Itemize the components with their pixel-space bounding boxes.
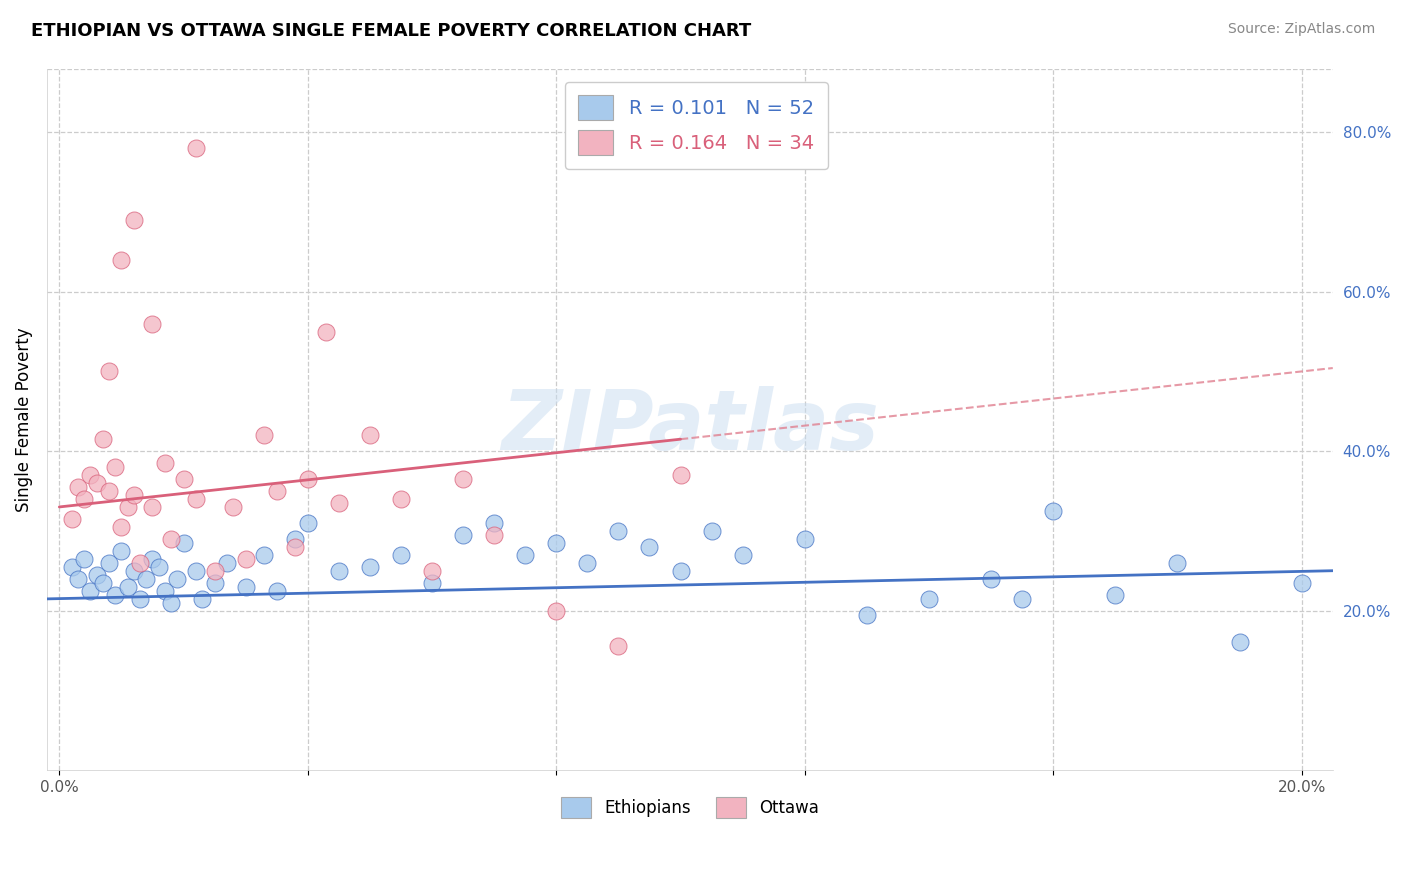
Point bbox=[73, 491, 96, 506]
Point bbox=[160, 596, 183, 610]
Point bbox=[122, 564, 145, 578]
Point bbox=[235, 551, 257, 566]
Point bbox=[135, 572, 157, 586]
Y-axis label: Single Female Poverty: Single Female Poverty bbox=[15, 327, 32, 512]
Point bbox=[91, 432, 114, 446]
Point bbox=[980, 572, 1002, 586]
Point bbox=[104, 460, 127, 475]
Point bbox=[482, 528, 505, 542]
Point bbox=[546, 536, 568, 550]
Point bbox=[297, 472, 319, 486]
Point bbox=[110, 252, 132, 267]
Point bbox=[253, 548, 276, 562]
Point bbox=[638, 540, 661, 554]
Text: ETHIOPIAN VS OTTAWA SINGLE FEMALE POVERTY CORRELATION CHART: ETHIOPIAN VS OTTAWA SINGLE FEMALE POVERT… bbox=[31, 22, 751, 40]
Point bbox=[141, 551, 163, 566]
Point bbox=[148, 559, 170, 574]
Point bbox=[173, 536, 195, 550]
Point bbox=[700, 524, 723, 538]
Point bbox=[98, 556, 121, 570]
Point bbox=[669, 564, 692, 578]
Text: ZIPatlas: ZIPatlas bbox=[501, 385, 879, 467]
Point bbox=[60, 512, 83, 526]
Point bbox=[451, 528, 474, 542]
Point bbox=[576, 556, 599, 570]
Point bbox=[98, 364, 121, 378]
Point bbox=[184, 491, 207, 506]
Point bbox=[284, 532, 307, 546]
Text: Source: ZipAtlas.com: Source: ZipAtlas.com bbox=[1227, 22, 1375, 37]
Point bbox=[117, 500, 139, 514]
Point bbox=[1229, 635, 1251, 649]
Point bbox=[110, 520, 132, 534]
Point bbox=[1104, 588, 1126, 602]
Point bbox=[1291, 575, 1313, 590]
Point bbox=[253, 428, 276, 442]
Point bbox=[129, 556, 152, 570]
Point bbox=[86, 567, 108, 582]
Point bbox=[389, 548, 412, 562]
Point bbox=[141, 500, 163, 514]
Point bbox=[731, 548, 754, 562]
Point bbox=[235, 580, 257, 594]
Point bbox=[215, 556, 238, 570]
Point bbox=[546, 603, 568, 617]
Point bbox=[856, 607, 879, 622]
Point bbox=[1011, 591, 1033, 606]
Point bbox=[328, 564, 350, 578]
Point bbox=[1042, 504, 1064, 518]
Point bbox=[98, 483, 121, 498]
Point bbox=[359, 428, 381, 442]
Point bbox=[607, 640, 630, 654]
Point bbox=[66, 572, 89, 586]
Point bbox=[184, 564, 207, 578]
Point bbox=[793, 532, 815, 546]
Point bbox=[222, 500, 245, 514]
Point bbox=[669, 468, 692, 483]
Point bbox=[79, 583, 101, 598]
Point bbox=[129, 591, 152, 606]
Point bbox=[122, 488, 145, 502]
Point bbox=[73, 551, 96, 566]
Point bbox=[104, 588, 127, 602]
Point bbox=[141, 317, 163, 331]
Point bbox=[60, 559, 83, 574]
Point bbox=[79, 468, 101, 483]
Point bbox=[315, 325, 337, 339]
Point bbox=[166, 572, 188, 586]
Point bbox=[117, 580, 139, 594]
Point bbox=[389, 491, 412, 506]
Point bbox=[191, 591, 214, 606]
Point bbox=[66, 480, 89, 494]
Point bbox=[266, 483, 288, 498]
Point bbox=[160, 532, 183, 546]
Point bbox=[297, 516, 319, 530]
Legend: Ethiopians, Ottawa: Ethiopians, Ottawa bbox=[554, 790, 825, 825]
Point bbox=[153, 583, 176, 598]
Point bbox=[328, 496, 350, 510]
Point bbox=[420, 564, 443, 578]
Point bbox=[284, 540, 307, 554]
Point bbox=[1166, 556, 1188, 570]
Point bbox=[918, 591, 941, 606]
Point bbox=[204, 575, 226, 590]
Point bbox=[91, 575, 114, 590]
Point bbox=[184, 141, 207, 155]
Point bbox=[451, 472, 474, 486]
Point bbox=[122, 213, 145, 227]
Point bbox=[153, 456, 176, 470]
Point bbox=[359, 559, 381, 574]
Point bbox=[86, 476, 108, 491]
Point bbox=[110, 543, 132, 558]
Point bbox=[173, 472, 195, 486]
Point bbox=[607, 524, 630, 538]
Point bbox=[266, 583, 288, 598]
Point bbox=[515, 548, 537, 562]
Point bbox=[420, 575, 443, 590]
Point bbox=[482, 516, 505, 530]
Point bbox=[204, 564, 226, 578]
